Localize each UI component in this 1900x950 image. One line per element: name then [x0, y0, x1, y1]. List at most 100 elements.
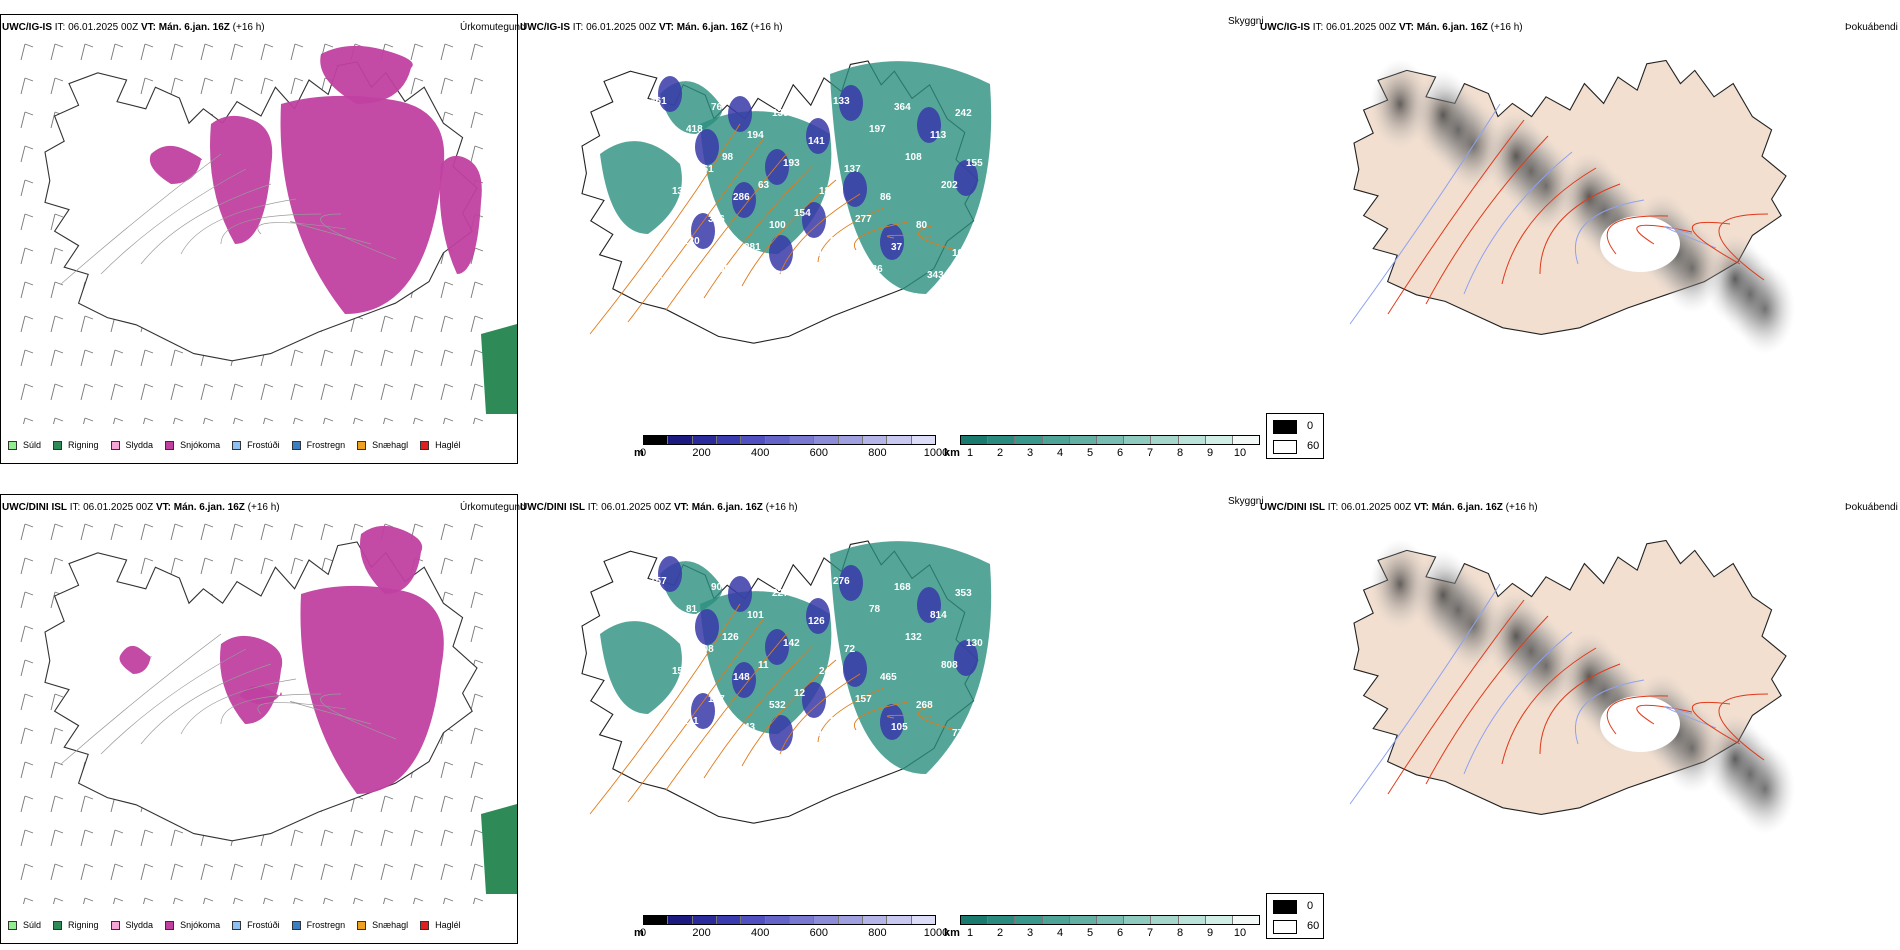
- wind-barb: [260, 77, 274, 95]
- cloud-base-label: 159: [977, 208, 994, 219]
- wind-barb: [290, 383, 304, 401]
- wind-barb: [50, 727, 64, 745]
- cloud-base-area: [880, 224, 904, 260]
- wind-barb: [410, 829, 424, 847]
- wind-barb: [413, 897, 424, 904]
- colorbar-segment: [716, 436, 742, 444]
- cloud-base-label: 242: [955, 108, 972, 119]
- colorbar-segment: [1178, 436, 1206, 444]
- cloud-base-label: 102: [952, 248, 969, 259]
- road-line: [60, 633, 222, 765]
- cloud-base-label: 72: [844, 644, 856, 655]
- vt-value: Mán. 6.jan. 16Z: [691, 502, 763, 513]
- visibility-area: [600, 141, 682, 234]
- colorbar-segment: [1069, 436, 1097, 444]
- road-line: [140, 663, 272, 745]
- precip-legend-item: Rigning: [53, 440, 99, 450]
- wind-barb: [80, 863, 94, 881]
- cloud-base-label: 249: [780, 270, 797, 281]
- wind-barb: [83, 897, 94, 904]
- wind-barb: [110, 349, 124, 367]
- panel-title-precip: Úrkomutegund: [460, 22, 526, 33]
- panel-header: UWC/IG-IS IT: 06.01.2025 00Z VT: Mán. 6.…: [2, 22, 265, 33]
- model-name: UWC/IG-IS: [1260, 22, 1310, 33]
- cloud-base-area: [658, 556, 682, 592]
- wind-barb: [320, 349, 334, 367]
- panel-header: UWC/DINI ISL IT: 06.01.2025 00Z VT: Mán.…: [1260, 502, 1538, 513]
- visibility-area: [830, 61, 992, 295]
- road-line: [1574, 679, 1645, 745]
- precip-legend-swatch: [357, 920, 367, 930]
- wind-barb: [80, 315, 94, 333]
- road-line: [1606, 215, 1669, 255]
- model-name: UWC/DINI ISL: [2, 502, 67, 513]
- wind-barb: [380, 863, 394, 881]
- wind-barb: [353, 897, 364, 904]
- cloud-base-label: 90: [711, 582, 723, 593]
- road-line: [1606, 695, 1669, 735]
- precip-map: [20, 43, 517, 424]
- cloud-base-label: 154: [794, 208, 811, 219]
- road-line: [887, 234, 933, 239]
- panel-title-cloud: Þokuábendi: [1845, 502, 1898, 513]
- colorbar-segment: [961, 916, 989, 924]
- panel-header: UWC/IG-IS IT: 06.01.2025 00Z VT: Mán. 6.…: [520, 22, 783, 33]
- wind-barb: [290, 557, 304, 575]
- wind-barb: [440, 349, 454, 367]
- vt-label: VT:: [1398, 22, 1414, 33]
- colorbar-height-unit: m: [634, 927, 644, 939]
- colorbar-tick: 8: [1176, 927, 1184, 939]
- visibility-area: [830, 541, 992, 774]
- cloud-base-label: 77: [952, 728, 964, 739]
- colorbar-tick: 9: [1206, 447, 1214, 459]
- colorbar-segment: [911, 436, 935, 444]
- wind-barb: [170, 863, 184, 881]
- precip-legend-item: Snæhagl: [357, 440, 408, 450]
- colorbar-segment: [741, 436, 766, 444]
- colorbar-tick: 200: [692, 927, 711, 939]
- road-line: [320, 693, 397, 740]
- cloud-base-label: 102: [841, 276, 858, 287]
- precip-legend-item: Frostúði: [232, 440, 280, 450]
- wind-barb: [230, 43, 244, 61]
- precip-legend-label: Rigning: [68, 920, 99, 930]
- precip-legend-item: Haglél: [420, 440, 461, 450]
- precip-legend-item: Snjókoma: [165, 440, 220, 450]
- vt-label: VT:: [155, 502, 171, 513]
- cloud-base-label: 113: [930, 130, 947, 141]
- wind-barb: [200, 863, 214, 881]
- panel-title-precip: Úrkomutegund: [460, 502, 526, 513]
- colorbar-segment: [838, 436, 863, 444]
- road-line: [627, 617, 765, 803]
- wind-barb: [113, 417, 124, 424]
- colorbar-tick: 5: [1086, 927, 1094, 939]
- it-label: IT:: [69, 502, 81, 513]
- wind-barb: [470, 43, 484, 61]
- road-line: [741, 179, 837, 287]
- panel-header: UWC/DINI ISL IT: 06.01.2025 00Z VT: Mán.…: [2, 502, 280, 513]
- model-name: UWC/DINI ISL: [1260, 502, 1325, 513]
- fog-area: [1413, 70, 1473, 160]
- wind-barb: [410, 77, 424, 95]
- wind-barb: [20, 179, 34, 197]
- wind-barb: [353, 417, 364, 424]
- cloud-base-area: [732, 182, 756, 218]
- wind-barb: [80, 795, 94, 813]
- wind-barb: [113, 897, 124, 904]
- cloud-base-label: 808: [941, 660, 958, 671]
- wind-barb: [470, 591, 484, 609]
- wind-barb: [233, 897, 244, 904]
- cloud-base-label: 275: [977, 688, 994, 699]
- road-line: [1664, 706, 1717, 729]
- cloud-base-area: [843, 171, 867, 207]
- road-line: [1539, 663, 1621, 755]
- it-value: 06.01.2025 00Z: [83, 502, 154, 513]
- cloud-legend-label: 60: [1307, 440, 1320, 452]
- road-line: [320, 213, 397, 260]
- wind-barb: [410, 349, 424, 367]
- precip-legend-item: Slydda: [110, 920, 153, 930]
- colorbar-distance: [960, 915, 1260, 925]
- wind-barb: [110, 863, 124, 881]
- wind-barb: [410, 863, 424, 881]
- wind-barb: [263, 417, 274, 424]
